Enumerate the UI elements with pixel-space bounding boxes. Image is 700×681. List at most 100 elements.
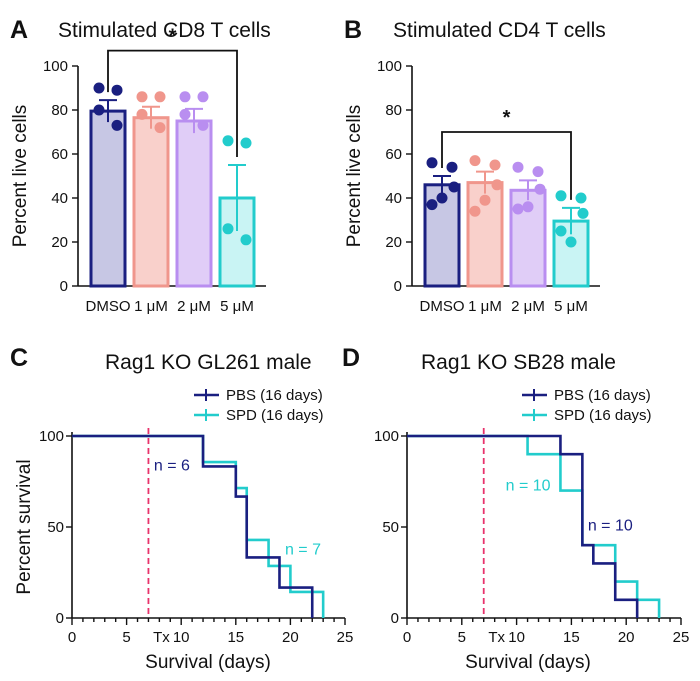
panel-d-x-axis-label: Survival (days) <box>465 652 591 673</box>
panel-b-title: Stimulated CD4 T cells <box>393 19 606 42</box>
treatment-label: Tx <box>488 629 505 646</box>
data-point <box>240 137 252 149</box>
y-tick-label: 0 <box>56 610 64 627</box>
x-tick-label: 1 μM <box>134 298 168 315</box>
data-point <box>222 135 234 147</box>
data-point <box>111 119 123 131</box>
data-point <box>534 183 546 195</box>
data-point <box>555 190 567 202</box>
y-tick-label: 100 <box>377 58 402 75</box>
data-point <box>532 166 544 178</box>
panel-a-bar-chart: A Stimulated CD8 T cells Percent live ce… <box>10 16 271 315</box>
x-tick-label: 5 <box>122 629 130 646</box>
treatment-label: Tx <box>153 629 170 646</box>
y-tick-label: 0 <box>394 278 402 295</box>
bar-3 <box>175 119 213 288</box>
panel-b-letter: B <box>344 16 362 44</box>
data-point <box>577 207 589 219</box>
data-point <box>491 179 503 191</box>
data-point <box>93 104 105 116</box>
legend-label-spd: SPD (16 days) <box>554 407 652 424</box>
y-tick-label: 50 <box>382 519 399 536</box>
n-label-spd: n = 7 <box>285 541 321 558</box>
data-point <box>179 108 191 120</box>
x-tick-label: 5 μM <box>554 298 588 315</box>
data-point <box>565 236 577 248</box>
y-tick-label: 50 <box>47 519 64 536</box>
data-point <box>575 192 587 204</box>
panel-c-legend: PBS (16 days) SPD (16 days) <box>194 387 324 424</box>
data-point <box>448 181 460 193</box>
y-tick-label: 100 <box>374 428 399 445</box>
data-point <box>512 161 524 173</box>
data-point <box>93 82 105 94</box>
bar-1 <box>89 109 127 288</box>
x-tick-label: 15 <box>227 629 244 646</box>
panel-c-y-axis-label: Percent survival <box>14 459 35 594</box>
survival-curve-pbs <box>407 434 639 618</box>
x-tick-label: DMSO <box>420 298 465 315</box>
panel-c-x-axis-label: Survival (days) <box>145 652 271 673</box>
n-label-pbs: n = 10 <box>588 518 633 535</box>
panel-d-letter: D <box>342 344 360 372</box>
data-point <box>136 91 148 103</box>
y-tick-label: 100 <box>43 58 68 75</box>
legend-label-pbs: PBS (16 days) <box>226 387 323 404</box>
bar-2 <box>132 116 170 288</box>
data-point <box>489 159 501 171</box>
y-tick-label: 80 <box>51 102 68 119</box>
y-tick-label: 100 <box>39 428 64 445</box>
panel-a-letter: A <box>10 16 28 44</box>
bar-2 <box>466 181 504 288</box>
panel-a-plot-area: 0 20 40 60 80 100 DMSO 1 μM 2 μM 5 μM * <box>43 26 266 315</box>
x-tick-label: 2 μM <box>511 298 545 315</box>
data-point <box>154 122 166 134</box>
y-tick-label: 40 <box>385 190 402 207</box>
significance-bracket <box>107 49 238 157</box>
survival-curve-pbs <box>72 434 314 618</box>
data-point <box>154 91 166 103</box>
legend-label-pbs: PBS (16 days) <box>554 387 651 404</box>
data-point <box>446 161 458 173</box>
data-point <box>426 157 438 169</box>
panel-b-y-axis-label: Percent live cells <box>344 105 365 248</box>
significance-bracket <box>441 131 572 200</box>
data-point <box>197 119 209 131</box>
legend-label-spd: SPD (16 days) <box>226 407 324 424</box>
panel-a-title: Stimulated CD8 T cells <box>58 19 271 42</box>
y-tick-label: 20 <box>51 234 68 251</box>
panel-d-title: Rag1 KO SB28 male <box>421 351 616 374</box>
data-point <box>136 108 148 120</box>
data-point <box>426 199 438 211</box>
data-point <box>197 91 209 103</box>
x-tick-label: 15 <box>563 629 580 646</box>
survival-curve-spd <box>72 434 325 618</box>
data-point <box>222 223 234 235</box>
panel-c-title: Rag1 KO GL261 male <box>105 351 312 374</box>
n-label-spd: n = 10 <box>506 478 551 495</box>
data-point <box>512 203 524 215</box>
x-tick-label: 0 <box>68 629 76 646</box>
panel-c-survival-chart: C Rag1 KO GL261 male Percent survival Su… <box>10 344 353 673</box>
panel-b-bar-chart: B Stimulated CD4 T cells Percent live ce… <box>344 16 606 315</box>
data-point <box>436 192 448 204</box>
panel-d-plot-area: 0 50 100 0 5 10 15 20 25 Tx n = 10 n = 10 <box>374 428 689 646</box>
panel-c-letter: C <box>10 344 28 372</box>
data-point <box>555 225 567 237</box>
x-tick-label: 20 <box>618 629 635 646</box>
significance-star: * <box>169 26 177 48</box>
x-tick-label: DMSO <box>86 298 131 315</box>
data-point <box>522 201 534 213</box>
x-tick-label: 10 <box>173 629 190 646</box>
panel-d-legend: PBS (16 days) SPD (16 days) <box>522 387 652 424</box>
data-point <box>479 194 491 206</box>
n-label-pbs: n = 6 <box>154 458 190 475</box>
y-tick-label: 0 <box>60 278 68 295</box>
y-tick-label: 0 <box>391 610 399 627</box>
panel-c-plot-area: 0 50 100 0 5 10 15 20 25 Tx n = 6 n = 7 <box>39 428 353 646</box>
panel-b-plot-area: 0 20 40 60 80 100 DMSO 1 μM 2 μM 5 μM * <box>377 58 600 315</box>
x-tick-label: 25 <box>673 629 690 646</box>
data-point <box>469 155 481 167</box>
x-tick-label: 10 <box>508 629 525 646</box>
